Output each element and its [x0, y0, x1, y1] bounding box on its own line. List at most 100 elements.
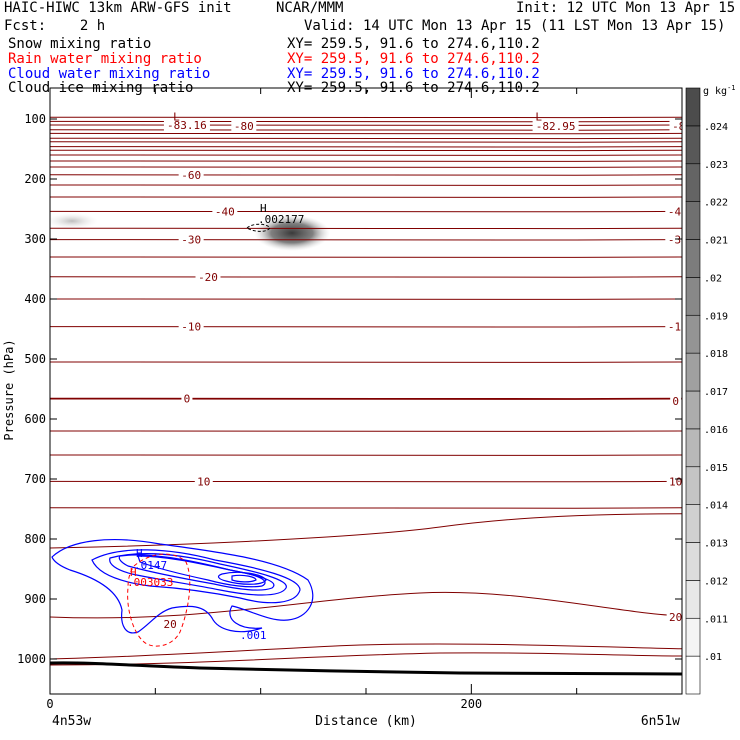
y-tick-label: 100 — [24, 112, 46, 126]
isotherm-line — [50, 652, 682, 666]
isotherm-label: -80 — [672, 120, 692, 133]
colorbar-swatch — [685, 277, 701, 316]
temperature-minimum-marker: L — [535, 111, 542, 124]
isotherm-label-bg — [666, 611, 682, 623]
isotherm-label: 20 — [163, 618, 176, 631]
isotherm-label-bg — [532, 120, 579, 133]
init-time: Init: 12 UTC Mon 13 Apr 15 — [516, 0, 736, 16]
rain-contour — [127, 553, 191, 647]
isotherm-line — [50, 149, 682, 152]
y-tick-label: 500 — [24, 352, 46, 366]
isotherm-label: 20 — [669, 611, 682, 624]
colorbar-swatch — [685, 617, 701, 657]
isotherm-line — [50, 210, 682, 213]
isotherm-label: -40 — [215, 205, 235, 218]
y-tick-label: 200 — [24, 172, 46, 186]
x-axis: 0 200 — [46, 88, 578, 711]
cloud-water-contour — [231, 574, 257, 583]
isotherm-labels: -83.16 -80 -82.95 -80 -60 -40 -40 -30 -30 -20 -10 -… — [161, 111, 692, 631]
isotherm-label: 10 — [197, 475, 210, 488]
colorbar-tick-label: .021 — [704, 236, 728, 247]
y-axis-label: Pressure (hPa) — [2, 339, 16, 440]
isotherm-line — [50, 124, 682, 127]
field-xy-cloud-ice: XY= 259.5, 91.6 to 274.6,110.2 — [287, 80, 540, 96]
isotherm-label-bg — [670, 395, 682, 407]
isotherm-label: -80 — [234, 120, 254, 133]
isotherm-label: -60 — [181, 169, 201, 182]
colorbar-tick-label: .016 — [704, 425, 728, 436]
cloud-water-max-value: .0147 — [134, 559, 167, 572]
valid-time: Valid: 14 UTC Mon 13 Apr 15 (11 LST Mon … — [304, 18, 726, 34]
colorbar-tick-label: .013 — [704, 539, 728, 550]
isotherm-line — [50, 239, 682, 241]
colorbar-tick-label: .02 — [704, 273, 722, 284]
isotherm-label-bg — [666, 475, 682, 488]
x-tick-label: 200 — [460, 697, 482, 711]
isotherm-label-bg — [178, 320, 204, 333]
colorbar-swatch — [685, 352, 701, 392]
colorbar-tick-label: .024 — [704, 122, 728, 133]
isotherm-line — [50, 137, 682, 140]
isotherm-line — [50, 513, 682, 549]
ice-max-marker: H — [260, 202, 267, 215]
cloud-ice-shading — [254, 215, 330, 251]
isotherm-line — [50, 326, 682, 328]
colorbar-tick-label: .014 — [704, 501, 728, 512]
isotherm-label-bg — [665, 320, 682, 333]
colorbar-tick-label: .022 — [704, 198, 728, 209]
y-tick-label: 1000 — [17, 652, 46, 666]
colorbar-swatch — [685, 201, 701, 240]
isotherm-line — [50, 276, 682, 279]
isotherm-line — [50, 166, 682, 169]
y-tick-label: 300 — [24, 232, 46, 246]
field-name-cloud-water: Cloud water mixing ratio — [8, 66, 211, 82]
cloud-water-contour — [217, 571, 267, 585]
isotherm-label: 0 — [184, 393, 191, 406]
isotherm-line — [50, 129, 682, 132]
forecast-hour: Fcst: 2 h — [4, 18, 106, 34]
cloud-ice-shading-edge — [50, 213, 98, 229]
temperature-minimum-marker: L — [173, 111, 180, 124]
y-tick-label: 900 — [24, 592, 46, 606]
isotherm-label-bg — [669, 120, 682, 133]
right-endpoint-label: 6n51w — [641, 714, 680, 729]
colorbar-swatch — [685, 125, 701, 165]
isotherm-label: 0 — [672, 395, 679, 408]
isotherm-label-bg — [231, 120, 257, 133]
y-tick-label: 800 — [24, 532, 46, 546]
isotherm-label-bg — [212, 205, 238, 218]
colorbar-tick-label: .01 — [704, 652, 722, 663]
colorbar-swatch — [685, 504, 701, 543]
plot-fields: -83.16 -80 -82.95 -80 -60 -40 -40 -30 -30 -20 -10 -… — [50, 111, 692, 676]
colorbar-unit: g kg-1 — [703, 84, 736, 97]
colorbar-swatch — [685, 314, 701, 354]
isotherm-line — [50, 174, 682, 177]
terrain-line — [50, 661, 682, 676]
isotherm-line — [50, 361, 682, 364]
left-endpoint-label: 4n53w — [52, 714, 91, 729]
colorbar-swatch — [685, 655, 701, 695]
org-label: NCAR/MMM — [276, 0, 344, 16]
cloud-water-contour-label: .001 — [240, 629, 267, 642]
isotherm-line — [50, 591, 682, 619]
field-name-rain: Rain water mixing ratio — [8, 51, 202, 67]
cloud-water-contour-outer — [51, 539, 314, 634]
isotherm-line — [50, 507, 682, 510]
isotherm-label: -30 — [181, 234, 201, 247]
isotherm-line — [50, 196, 682, 199]
x-axis-label: Distance (km) — [315, 714, 417, 729]
y-tick-label: 400 — [24, 292, 46, 306]
isotherm-line — [50, 643, 682, 660]
colorbar-tick-label: .015 — [704, 463, 728, 474]
colorbar: .01 .011 .012 .013 .014 .015 .016 .017 .018 .019.… — [685, 87, 728, 695]
colorbar-swatch — [685, 87, 701, 127]
isotherm-label: -83.16 — [167, 119, 207, 132]
colorbar-swatch — [685, 580, 701, 619]
isotherm-line — [50, 146, 682, 148]
ice-max-value: .002177 — [258, 213, 304, 226]
plot-frame — [49, 87, 683, 695]
colorbar-swatch — [685, 428, 701, 468]
colorbar-tick-label: .019 — [704, 311, 728, 322]
